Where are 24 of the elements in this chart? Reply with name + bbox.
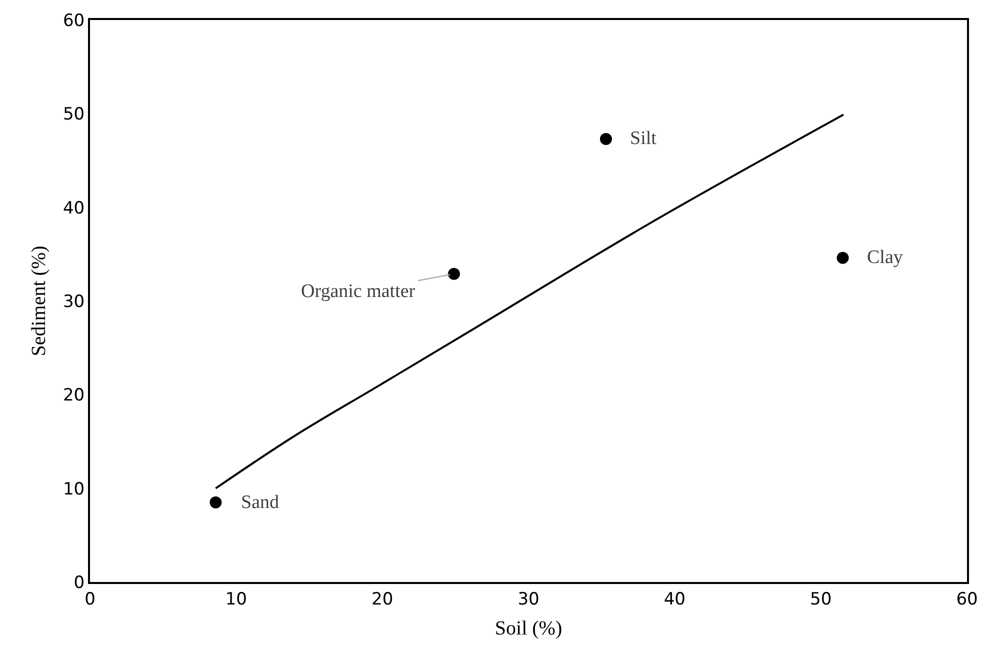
y-tick-label: 40 [62, 198, 85, 218]
x-tick-label: 50 [810, 589, 832, 610]
annotation: Organic matter [301, 281, 416, 302]
x-tick-label: 20 [372, 589, 394, 610]
x-tick-label: 10 [225, 589, 247, 610]
y-tick-label: 50 [62, 104, 85, 125]
x-axis-title: Soil (%) [494, 617, 562, 640]
line-series [214, 114, 844, 490]
x-tick-label: 60 [956, 589, 978, 610]
point [210, 496, 222, 508]
y-tick-label: 0 [74, 572, 85, 593]
x-tick-label: 40 [664, 589, 686, 610]
annotation: Clay [867, 247, 904, 268]
annotation: Silt [630, 128, 658, 149]
x-tick-label: 30 [518, 589, 540, 610]
y-tick-label: 30 [62, 292, 85, 312]
y-axis-title: Sediment (%) [28, 246, 50, 356]
point [836, 252, 849, 264]
annotation: Sand [241, 492, 280, 513]
point [448, 268, 460, 280]
y-tick-label: 20 [62, 386, 85, 406]
point [600, 132, 612, 145]
y-tick-label: 60 [62, 10, 85, 31]
y-tick-label: 10 [62, 479, 85, 500]
